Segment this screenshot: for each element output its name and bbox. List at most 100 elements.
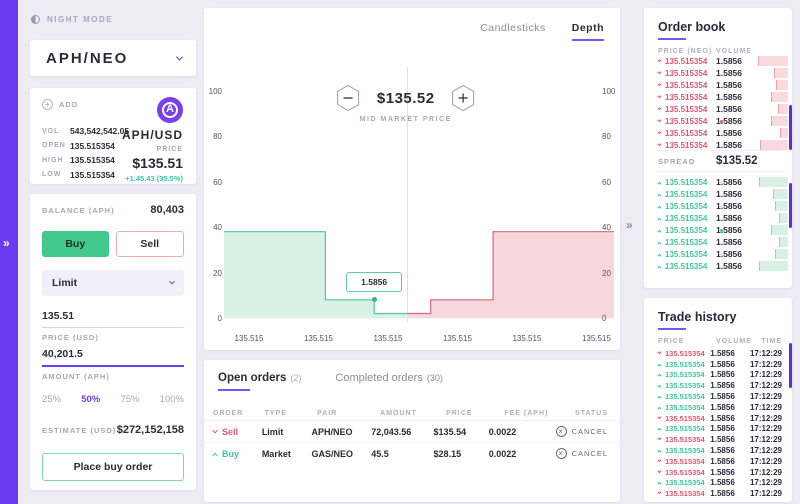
chart-panel: Candlesticks Depth $135.52 MID MARKET PR… [204, 8, 620, 350]
trades-scrollbar[interactable] [789, 343, 792, 388]
panel-expand-chevrons-icon[interactable]: » [626, 218, 633, 232]
bid-volume: 1.5856 [716, 201, 742, 211]
percent-option-100[interactable]: 100% [159, 394, 184, 405]
order-book-ask-row[interactable]: 135.515354 1.5856 [657, 55, 788, 67]
tab-completed-orders[interactable]: Completed orders (30) [335, 372, 442, 384]
chevron-down-icon [169, 278, 175, 285]
cancel-order-button[interactable]: × CANCEL [555, 448, 608, 459]
trade-volume: 1.5856 [710, 413, 735, 423]
ask-volume: 1.5856 [716, 80, 742, 90]
buy-button[interactable]: Buy [42, 231, 109, 257]
bid-volume: 1.5856 [716, 225, 742, 235]
bid-price: 135.515354 [657, 190, 716, 199]
percent-option-75[interactable]: 75% [120, 394, 140, 405]
night-mode-toggle[interactable]: NIGHT MODE [31, 15, 113, 24]
cancel-order-button[interactable]: × CANCEL [555, 426, 608, 437]
bid-price: 135.515354 [657, 226, 716, 235]
ask-price: 135.515354 [657, 81, 716, 90]
ask-volume: 1.5856 [716, 56, 742, 66]
trade-time: 17:12:29 [749, 467, 782, 477]
down-chevron-icon [657, 57, 662, 62]
percent-option-25[interactable]: 25% [42, 394, 62, 405]
sell-button[interactable]: Sell [115, 231, 184, 257]
order-book-bid-row[interactable]: 135.515354 1.5856 [657, 236, 788, 248]
up-chevron-icon [657, 406, 662, 411]
y-tick-right: 0 [602, 314, 607, 323]
y-tick-right: 20 [602, 268, 611, 278]
depth-bar [758, 56, 788, 66]
depth-bar [775, 249, 788, 259]
x-tick: 135.515 [512, 334, 542, 343]
trade-time: 17:12:29 [749, 359, 782, 369]
order-book-bid-row[interactable]: 135.515354 1.5856 [657, 200, 788, 212]
down-chevron-icon [657, 490, 662, 495]
stat-label: VOL [42, 127, 60, 135]
quote-price-label: PRICE [156, 146, 183, 153]
order-book-ask-row[interactable]: 135.515354 1.5856 [657, 103, 788, 115]
sidebar-expand-chevrons-icon[interactable]: » [3, 236, 10, 250]
order-book-ask-row[interactable]: 135.515354 1.5856 [657, 115, 788, 127]
trade-row: 135.515354 1.5856 17:12:29 [657, 445, 782, 456]
amount-input[interactable] [42, 348, 184, 367]
order-type-select[interactable]: Limit [42, 270, 184, 296]
down-chevron-icon [657, 105, 662, 110]
trade-volume: 1.5856 [710, 381, 735, 391]
trade-volume: 1.5856 [710, 424, 735, 434]
moon-icon [31, 15, 40, 24]
order-book-ask-row[interactable]: 135.515354 1.5856 [657, 127, 788, 139]
increase-price-button[interactable] [451, 84, 477, 112]
ask-volume: 1.5856 [716, 116, 742, 126]
order-book-bid-row[interactable]: 135.515354 1.5856 [657, 212, 788, 224]
left-nav-strip: » [0, 0, 18, 504]
decrease-price-button[interactable] [335, 84, 361, 112]
bid-volume: 1.5856 [716, 213, 742, 223]
logo-letter: A [166, 103, 174, 115]
y-tick-left: 80 [213, 132, 222, 142]
order-book-title: Order book [658, 20, 726, 34]
depth-chart-plot[interactable]: 0 0 20 20 40 40 60 60 80 80 100 100 135.515 135.515 13… [204, 67, 620, 350]
order-book-bid-row[interactable]: 135.515354 1.5856 [657, 248, 788, 260]
order-book-panel: Order book PRICE (NEO) VOLUME 135.515354… [644, 8, 792, 288]
trade-price: 135.515354 [657, 392, 710, 401]
order-book-bid-row[interactable]: 135.515354 1.5856 [657, 176, 788, 188]
pair-selector[interactable]: APH/NEO [30, 40, 196, 76]
cancel-icon: × [555, 426, 567, 437]
tab-candlesticks[interactable]: Candlesticks [480, 22, 546, 34]
order-book-ask-row[interactable]: 135.515354 1.5856 [657, 67, 788, 79]
order-book-ask-row[interactable]: 135.515354 1.5856 [657, 79, 788, 91]
order-book-bid-row[interactable]: 135.515354 1.5856 [657, 224, 788, 236]
order-book-ask-row[interactable]: 135.515354 1.5856 [657, 139, 788, 151]
trade-row: 135.515354 1.5856 17:12:29 [657, 380, 782, 391]
market-stats: VOL 543,542,542.05 OPEN 135.515354 HIGH … [42, 124, 129, 182]
depth-bar [759, 261, 788, 271]
up-chevron-icon [657, 428, 662, 433]
order-book-bid-row[interactable]: 135.515354 1.5856 [657, 260, 788, 272]
price-input[interactable] [42, 310, 184, 328]
stat-row: VOL 543,542,542.05 [42, 124, 129, 139]
down-chevron-icon [657, 93, 662, 98]
trade-price: 135.515354 [657, 381, 710, 390]
percent-option-50[interactable]: 50% [81, 394, 101, 405]
order-row: Sell Limit APH/NEO 72,043.56 $135.54 0.0… [204, 420, 620, 442]
tab-open-orders[interactable]: Open orders (2) [218, 372, 301, 391]
balance-label: BALANCE (APH) [42, 205, 115, 215]
trade-volume: 1.5856 [710, 359, 735, 369]
tab-depth[interactable]: Depth [571, 22, 604, 41]
percent-options: 25% 50% 75% 100% [42, 394, 184, 405]
up-chevron-icon [657, 265, 662, 270]
completed-orders-count: (30) [426, 373, 443, 383]
trade-time: 17:12:29 [749, 370, 782, 380]
bids-scrollbar[interactable] [789, 183, 792, 228]
price-input-label: PRICE (USD) [42, 333, 99, 342]
ask-price: 135.515354 [657, 57, 716, 66]
quote-change: +1.45.43 (35.5%) [125, 174, 183, 183]
place-buy-order-button[interactable]: Place buy order [42, 453, 184, 481]
asks-area [407, 231, 614, 318]
trade-row: 135.515354 1.5856 17:12:29 [657, 434, 782, 445]
order-book-bid-row[interactable]: 135.515354 1.5856 [657, 188, 788, 200]
add-pair-button[interactable]: + ADD [42, 99, 78, 110]
orders-table-header: ORDER TYPE PAIR AMOUNT PRICE FEE (APH) S… [204, 406, 620, 420]
order-book-ask-row[interactable]: 135.515354 1.5856 [657, 91, 788, 103]
asks-scrollbar[interactable] [789, 105, 792, 150]
